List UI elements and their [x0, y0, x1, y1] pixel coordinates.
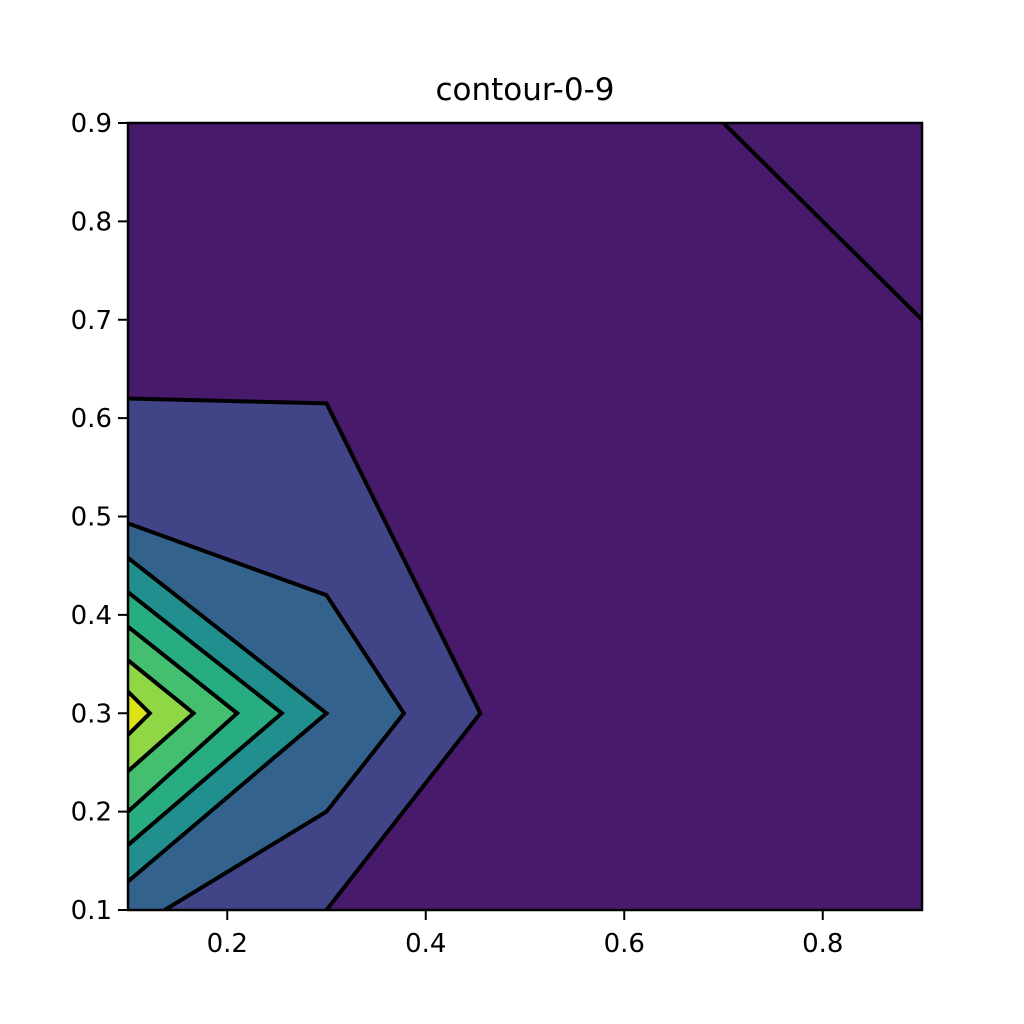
y-tick-label: 0.9 [71, 109, 112, 139]
contour-line-2 [128, 521, 407, 910]
contour-line-7 [128, 690, 153, 737]
y-tick-label: 0.6 [71, 404, 112, 434]
y-tick-label: 0.3 [71, 699, 112, 729]
contour-line-5 [128, 625, 241, 814]
x-tick-label: 0.8 [802, 929, 843, 959]
y-axis: 0.1 0.2 0.3 0.4 0.5 0.6 0.7 0.8 0.9 [71, 109, 128, 926]
x-tick-label: 0.6 [604, 929, 645, 959]
contour-line-4 [128, 590, 285, 847]
x-tick-label: 0.4 [405, 929, 446, 959]
contour-line-3 [128, 556, 330, 883]
contour-line-0 [722, 123, 922, 322]
y-tick-label: 0.8 [71, 207, 112, 237]
chart-title: contour-0-9 [435, 72, 614, 108]
contour-lines [128, 123, 922, 910]
contour-line-1 [128, 396, 483, 910]
contour-band-6 [128, 660, 194, 772]
y-tick-label: 0.7 [71, 306, 112, 336]
y-tick-label: 0.5 [71, 503, 112, 533]
y-tick-label: 0.2 [71, 798, 112, 828]
contour-fills [128, 123, 922, 910]
contour-line-6 [128, 658, 197, 773]
contour-band-7 [128, 691, 150, 735]
x-tick-label: 0.2 [207, 929, 248, 959]
x-axis: 0.2 0.4 0.6 0.8 [207, 910, 843, 959]
y-tick-label: 0.4 [71, 601, 112, 631]
y-tick-label: 0.1 [71, 896, 112, 926]
